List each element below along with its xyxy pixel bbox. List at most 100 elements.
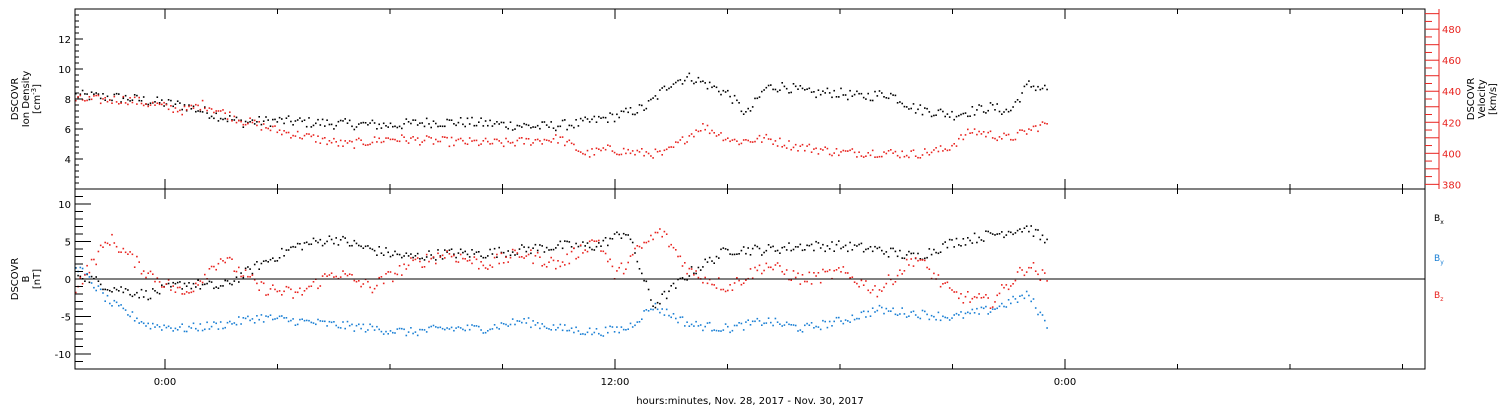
ion-density-point [523, 122, 525, 125]
bz-point [905, 258, 908, 261]
bz-point [991, 306, 994, 308]
bx-point [401, 256, 403, 259]
velocity-point [921, 154, 924, 156]
bz-point [939, 285, 942, 288]
bx-point [305, 241, 308, 244]
bx-point [335, 237, 337, 239]
velocity-point [534, 139, 537, 141]
ion-density-point [532, 126, 534, 128]
top-right-tick-label: 480 [1442, 25, 1461, 36]
bz-point [876, 295, 879, 298]
bz-point [675, 249, 677, 251]
ion-density-point [903, 105, 906, 108]
bx-point [620, 237, 623, 239]
ion-density-point [568, 124, 571, 127]
by-point [647, 310, 650, 312]
bz-point [953, 291, 955, 293]
by-point [367, 329, 369, 331]
bx-point [131, 295, 134, 298]
bz-point [960, 293, 962, 295]
ion-density-point [272, 118, 274, 121]
by-point [874, 311, 876, 313]
bz-point [1041, 269, 1044, 271]
ion-density-point [733, 94, 736, 97]
velocity-point [595, 147, 598, 150]
ion-density-point [994, 109, 996, 111]
ion-density-point [222, 118, 224, 121]
by-point [136, 317, 138, 320]
velocity-point [665, 148, 668, 151]
bz-point [344, 273, 346, 275]
bx-point [337, 244, 340, 246]
by-point [342, 321, 344, 323]
by-point [299, 318, 301, 321]
bx-point [557, 244, 559, 246]
ion-density-point [398, 125, 401, 128]
ion-density-point [570, 124, 573, 127]
bx-point [883, 253, 885, 255]
bx-point [561, 247, 564, 250]
ion-density-point [971, 106, 974, 108]
velocity-point [862, 156, 865, 158]
velocity-point [140, 102, 143, 105]
by-point [437, 326, 439, 329]
bx-point [711, 260, 713, 262]
by-point [267, 315, 269, 318]
bx-point [204, 283, 206, 286]
bz-point [711, 283, 713, 286]
bx-point [152, 288, 154, 290]
bx-point [491, 253, 494, 255]
bz-point [582, 252, 584, 254]
top-left-tick-label: 6 [65, 125, 71, 136]
bz-point [507, 261, 509, 263]
velocity-point [489, 143, 491, 145]
bz-point [371, 291, 374, 294]
ion-density-point [97, 93, 100, 95]
velocity-point [328, 140, 331, 142]
ion-density-point [1016, 99, 1019, 101]
by-point [475, 325, 478, 327]
bx-point [824, 250, 826, 253]
bx-point [353, 239, 356, 242]
velocity-point [167, 108, 170, 111]
ion-density-point [613, 120, 616, 123]
bz-point [281, 294, 283, 296]
by-point [439, 326, 442, 329]
ion-density-point [776, 90, 779, 93]
by-point [758, 320, 761, 322]
ion-density-point [396, 126, 399, 129]
bx-point [511, 251, 514, 253]
by-point [575, 326, 577, 329]
bz-point [500, 252, 503, 255]
velocity-point [244, 123, 247, 126]
by-point [518, 320, 521, 322]
ion-density-point [267, 119, 269, 121]
bz-point [387, 271, 389, 273]
by-point [747, 319, 749, 321]
bz-point [296, 291, 299, 294]
bz-point [851, 276, 854, 278]
velocity-point [269, 129, 272, 132]
by-point [99, 288, 102, 291]
ion-density-point [659, 89, 661, 91]
bx-point [672, 282, 675, 285]
bx-point [851, 249, 854, 251]
bx-point [136, 291, 138, 294]
bx-point [326, 240, 328, 243]
bx-point [294, 246, 297, 248]
by-point [158, 326, 161, 328]
bz-point [115, 245, 118, 248]
bx-point [181, 288, 183, 290]
by-point [675, 317, 677, 320]
velocity-point [346, 142, 349, 144]
velocity-point [446, 136, 448, 139]
velocity-point [788, 140, 790, 142]
ion-density-point [767, 84, 770, 87]
bx-point [942, 243, 944, 245]
ion-density-point [636, 112, 639, 114]
velocity-point [643, 154, 645, 157]
ion-density-point [448, 119, 451, 121]
by-point [285, 317, 288, 319]
velocity-point [487, 140, 489, 143]
bx-point [199, 288, 202, 290]
